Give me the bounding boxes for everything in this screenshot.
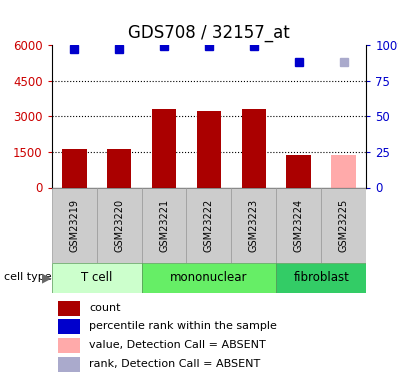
- Text: GSM23224: GSM23224: [294, 198, 304, 252]
- Text: fibroblast: fibroblast: [293, 271, 349, 284]
- Bar: [197, 111, 221, 188]
- Text: GSM23219: GSM23219: [69, 198, 79, 252]
- Bar: [107, 149, 131, 188]
- Bar: [152, 109, 176, 188]
- Text: T cell: T cell: [81, 271, 112, 284]
- Bar: [62, 149, 86, 188]
- Bar: [276, 188, 321, 262]
- Text: GSM23221: GSM23221: [159, 198, 169, 252]
- Bar: [142, 188, 187, 262]
- Bar: [287, 155, 311, 188]
- Text: GSM23225: GSM23225: [339, 198, 349, 252]
- Text: count: count: [90, 303, 121, 313]
- Bar: [321, 188, 366, 262]
- Text: GSM23223: GSM23223: [249, 198, 259, 252]
- Text: ▶: ▶: [42, 271, 51, 284]
- Bar: [58, 319, 80, 334]
- Bar: [52, 188, 97, 262]
- Text: rank, Detection Call = ABSENT: rank, Detection Call = ABSENT: [90, 359, 261, 369]
- Bar: [97, 188, 142, 262]
- Bar: [332, 155, 356, 188]
- Bar: [242, 109, 266, 188]
- Text: mononuclear: mononuclear: [170, 271, 248, 284]
- Text: value, Detection Call = ABSENT: value, Detection Call = ABSENT: [90, 340, 266, 350]
- Bar: [58, 301, 80, 316]
- Title: GDS708 / 32157_at: GDS708 / 32157_at: [128, 24, 290, 42]
- Bar: [276, 262, 366, 292]
- Bar: [58, 338, 80, 353]
- Text: cell type: cell type: [4, 273, 52, 282]
- Bar: [142, 262, 276, 292]
- Bar: [231, 188, 276, 262]
- Bar: [52, 262, 142, 292]
- Bar: [187, 188, 231, 262]
- Text: GSM23220: GSM23220: [114, 198, 124, 252]
- Text: GSM23222: GSM23222: [204, 198, 214, 252]
- Bar: [58, 357, 80, 372]
- Text: percentile rank within the sample: percentile rank within the sample: [90, 321, 277, 332]
